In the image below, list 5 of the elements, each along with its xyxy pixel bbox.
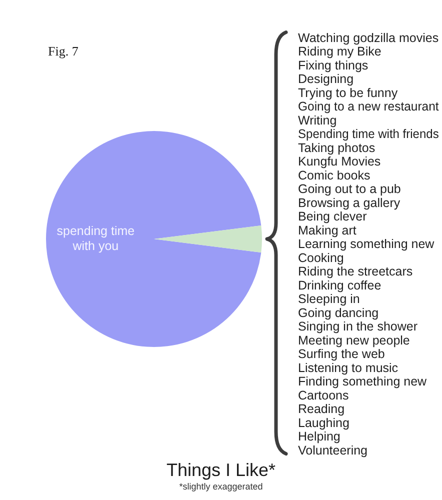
caption: Fig. 7	[48, 43, 79, 58]
text: Things I Like*	[166, 460, 276, 480]
slice-label: spending time with you	[56, 224, 135, 253]
text: *slightly exaggerated	[179, 481, 263, 492]
category-label: Watching godzilla movies Riding my Bike Fixing things Designing Trying to be funny Going to a new restaurant Writing Spending time with friends Taking photos Kungfu Movies Comic books Going out to a pub Browsing a gallery Being clever Making art Learning something new Cooking Riding the streetcars Drinking coffee Sleeping in Going dancing Singing in the shower Meeting new people Surfing the web Listening to music Finding something new Cartoons Reading Laughing Helping Volunteering	[298, 30, 439, 458]
